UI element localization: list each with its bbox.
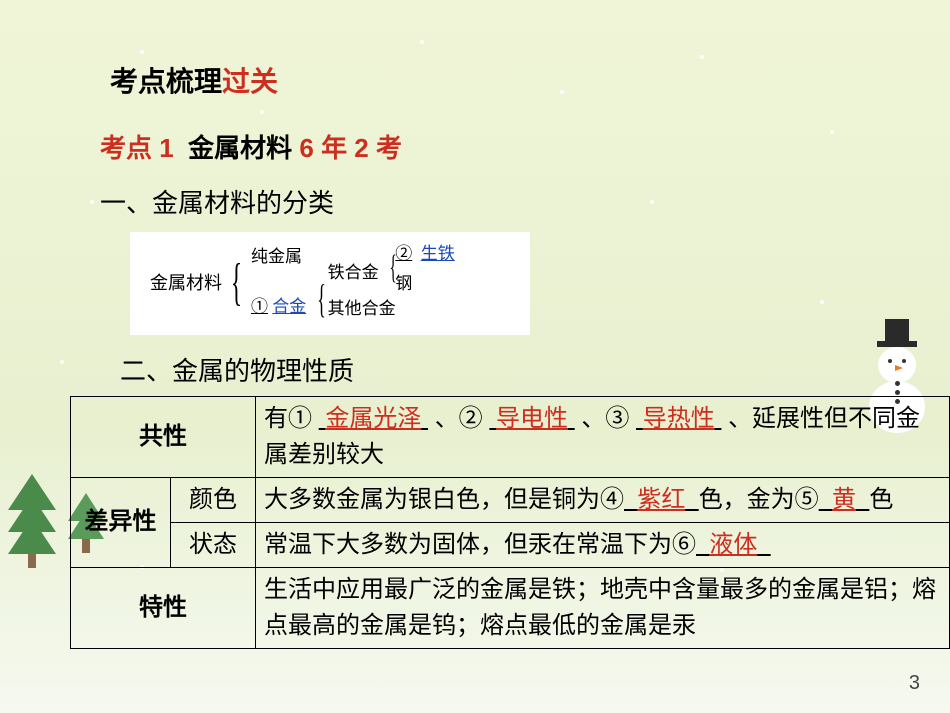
table-row: 差异性 颜色 大多数金属为银白色，但是铜为④ 紫红 色，金为⑤ 黄 色: [71, 477, 950, 522]
blank-fill: 黄: [832, 486, 856, 513]
diagram-root: 金属材料: [150, 267, 222, 299]
blank-2-fill: 生铁: [421, 244, 455, 263]
sub-header-color: 颜色: [171, 477, 256, 522]
text: 色，金为⑤: [699, 486, 819, 513]
heading-suffix: 过关: [222, 66, 278, 97]
page-heading: 考点梳理过关: [110, 60, 880, 100]
text: 大多数金属为银白色，但是铜为④: [264, 486, 624, 513]
blank-fill: 金属光泽: [325, 405, 421, 432]
underline: 黄: [819, 486, 870, 513]
underline: 导热性: [636, 405, 721, 432]
page-number: 3: [909, 672, 920, 695]
brace-icon: {: [389, 242, 396, 294]
row-header-special: 特性: [71, 567, 256, 648]
diagram-sub-1b: 钢: [395, 269, 455, 300]
blank-fill: 导电性: [496, 405, 568, 432]
table-row: 状态 常温下大多数为固体，但汞在常温下为⑥ 液体: [71, 522, 950, 567]
topic-title: 金属材料: [188, 133, 292, 163]
text: 常温下大多数为固体，但汞在常温下为⑥: [264, 531, 696, 558]
state-cell: 常温下大多数为固体，但汞在常温下为⑥ 液体: [256, 522, 950, 567]
section-2-title: 二、金属的物理性质: [120, 351, 880, 388]
topic-label: 考点 1: [100, 133, 174, 163]
text: 色: [869, 486, 893, 513]
underline: 金属光泽: [319, 405, 428, 432]
blank-fill: 导热性: [643, 405, 715, 432]
diagram-branch-1: 纯金属: [251, 242, 334, 273]
row-header-diff: 差异性: [71, 477, 171, 567]
common-cell: 有① 金属光泽 、② 导电性 、③ 导热性 、延展性但不同金属差别较大: [256, 396, 950, 477]
blank-1-num: ①: [251, 297, 268, 316]
blank-1-fill: 合金: [272, 297, 306, 316]
row-header-common: 共性: [71, 396, 256, 477]
heading-prefix: 考点梳理: [110, 66, 222, 97]
text: 有①: [264, 405, 312, 432]
blank-fill: 紫红: [637, 486, 685, 513]
brace-icon: {: [231, 257, 242, 309]
section-1-title: 一、金属材料的分类: [100, 183, 880, 220]
sub-header-state: 状态: [171, 522, 256, 567]
underline: 液体: [696, 531, 771, 558]
underline: 紫红: [624, 486, 699, 513]
blank-fill: 液体: [709, 531, 757, 558]
blank-2-num: ②: [395, 244, 412, 263]
brace-icon: {: [318, 273, 327, 325]
underline: 导电性: [489, 405, 574, 432]
topic-line: 考点 1 金属材料 6 年 2 考: [100, 128, 880, 165]
classification-diagram: 金属材料 { 纯金属 ① 合金 { 铁合金 { 其他合金 ② 生铁 钢: [130, 232, 530, 335]
table-row: 共性 有① 金属光泽 、② 导电性 、③ 导热性 、延展性但不同金属差别较大: [71, 396, 950, 477]
diagram-sub-1: 铁合金: [328, 263, 379, 282]
special-cell: 生活中应用最广泛的金属是铁；地壳中含量最多的金属是铝；熔点最高的金属是钨；熔点最…: [256, 567, 950, 648]
text: 、③: [581, 405, 629, 432]
diagram-sub-2: 其他合金: [328, 294, 404, 325]
text: 、②: [435, 405, 483, 432]
properties-table: 共性 有① 金属光泽 、② 导电性 、③ 导热性 、延展性但不同金属差别较大 差…: [70, 396, 950, 649]
color-cell: 大多数金属为银白色，但是铜为④ 紫红 色，金为⑤ 黄 色: [256, 477, 950, 522]
table-row: 特性 生活中应用最广泛的金属是铁；地壳中含量最多的金属是铝；熔点最高的金属是钨；…: [71, 567, 950, 648]
topic-freq: 6 年 2 考: [299, 133, 402, 163]
